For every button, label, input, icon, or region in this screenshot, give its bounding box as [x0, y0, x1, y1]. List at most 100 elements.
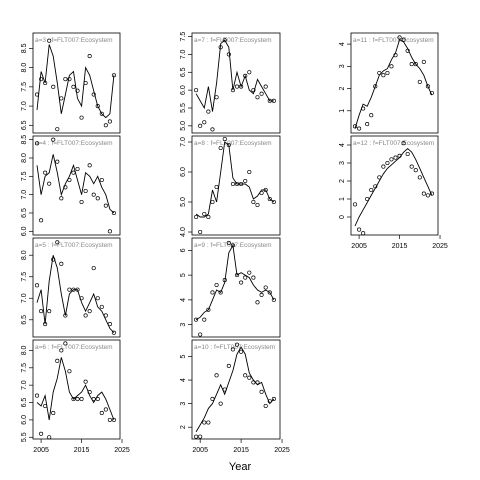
data-point	[87, 309, 92, 314]
data-point	[230, 181, 235, 187]
data-point	[222, 278, 227, 283]
data-point	[87, 54, 92, 59]
y-tick-label: 6	[180, 248, 187, 252]
y-tick-label: 6.5	[180, 67, 187, 77]
data-point	[413, 168, 418, 173]
data-point	[421, 191, 426, 196]
data-point	[385, 160, 390, 166]
data-point	[63, 77, 68, 82]
y-tick-label: 4	[339, 143, 346, 147]
data-point	[63, 313, 68, 318]
data-point	[87, 390, 92, 395]
data-point	[251, 199, 256, 205]
data-point	[39, 431, 44, 436]
y-tick-label: 4	[180, 298, 187, 302]
panel-label: a=8 : f=FLT007:Ecosystem	[194, 140, 272, 147]
y-tick-label: 7.5	[180, 32, 187, 42]
data-point	[259, 190, 264, 196]
data-point	[91, 397, 96, 402]
data-point	[247, 70, 252, 75]
y-tick-label: 7.0	[21, 190, 28, 200]
data-point	[67, 177, 72, 183]
y-tick-label: 5.0	[180, 121, 187, 131]
data-point	[103, 123, 108, 128]
data-point	[365, 122, 370, 127]
y-tick-label: 4.0	[180, 227, 187, 237]
data-point	[417, 79, 422, 84]
y-tick-label: 6.5	[21, 208, 28, 218]
data-point	[263, 403, 268, 409]
series-line	[354, 147, 433, 227]
panel: a=12 : f=FLT007:Ecosystem 0 1 2 3 4 2005 2015 20…	[339, 135, 448, 250]
data-point	[47, 435, 52, 440]
panel-border	[32, 32, 121, 134]
data-point	[401, 141, 406, 146]
data-point	[59, 196, 64, 201]
data-point	[271, 98, 276, 103]
data-point	[259, 91, 264, 96]
data-point	[75, 166, 80, 172]
data-point	[111, 210, 116, 216]
data-point	[267, 196, 272, 202]
data-point	[39, 309, 44, 314]
data-point	[99, 177, 104, 183]
panel-border	[191, 339, 281, 440]
data-point	[401, 37, 406, 42]
data-point	[55, 127, 60, 132]
data-point	[417, 175, 422, 180]
data-point	[365, 196, 370, 202]
data-point	[226, 52, 231, 57]
data-point	[34, 393, 40, 398]
data-point	[234, 84, 240, 89]
data-point	[71, 287, 76, 292]
y-tick-label: 4	[339, 42, 346, 46]
data-point	[51, 257, 56, 262]
x-axis-label: Year	[229, 461, 252, 473]
y-tick-label: 8.5	[21, 43, 28, 53]
data-point	[230, 243, 235, 248]
series-line	[36, 357, 115, 421]
y-tick-label: 6.5	[21, 315, 28, 325]
data-point	[71, 170, 76, 175]
data-point	[393, 53, 398, 58]
data-point	[385, 70, 390, 76]
data-point	[194, 317, 199, 322]
series-line	[195, 141, 275, 218]
y-tick-label: 7.0	[180, 137, 187, 147]
data-point	[43, 322, 48, 327]
data-point	[210, 290, 215, 295]
data-point	[47, 181, 52, 186]
data-point	[271, 396, 276, 401]
data-point	[107, 119, 112, 124]
data-point	[267, 290, 272, 295]
data-point	[267, 98, 272, 103]
y-tick-label: 3	[339, 64, 346, 68]
data-point	[55, 358, 60, 363]
panel: a=8 : f=FLT007:Ecosystem 4.0 5.0 6.0 7.0	[180, 135, 281, 237]
data-point	[243, 275, 248, 280]
y-tick-label: 5.5	[21, 432, 28, 442]
data-point	[194, 214, 199, 220]
data-point	[99, 111, 104, 116]
panel-label: a=5 : f=FLT007:Ecosystem	[35, 242, 113, 249]
panel-label: a=3 : f=FLT007:Ecosystem	[35, 37, 113, 44]
panel-border	[191, 32, 281, 134]
data-point	[206, 109, 211, 114]
data-point	[377, 70, 382, 76]
y-tick-label: 3	[339, 161, 346, 165]
data-point	[377, 175, 382, 180]
x-tick-label: 2005	[192, 447, 208, 454]
data-point	[95, 296, 100, 301]
data-point	[263, 285, 268, 290]
y-tick-label: 6.0	[21, 415, 28, 425]
y-tick-label: 8.5	[21, 135, 28, 145]
panel-border	[32, 237, 121, 338]
data-point	[43, 80, 48, 86]
y-tick-label: 6.5	[21, 398, 28, 408]
data-point	[91, 266, 96, 271]
data-point	[198, 434, 203, 439]
data-point	[247, 169, 252, 175]
data-point	[425, 193, 430, 198]
